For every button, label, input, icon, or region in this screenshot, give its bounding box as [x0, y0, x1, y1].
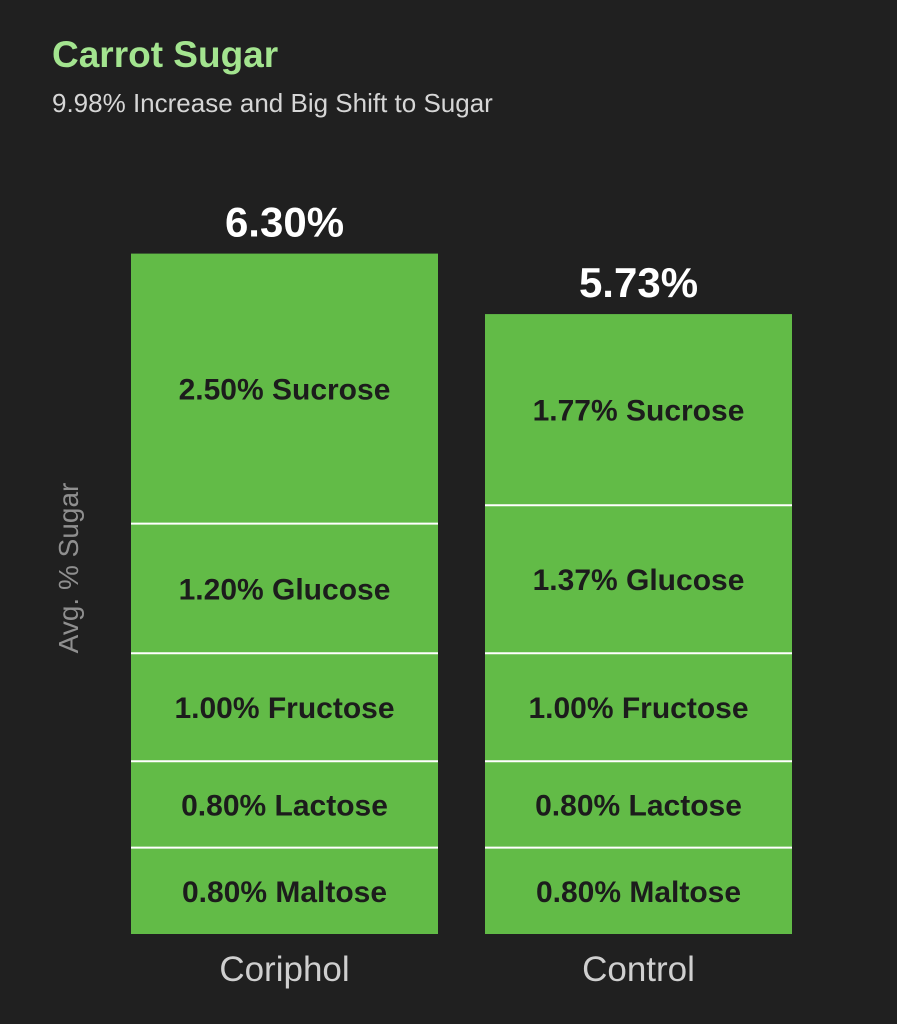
segment-label-coriphol-lactose: 0.80% Lactose [181, 789, 388, 822]
segment-label-control-lactose: 0.80% Lactose [535, 789, 742, 822]
total-label-coriphol: 6.30% [225, 199, 344, 246]
segment-label-coriphol-sucrose: 2.50% Sucrose [179, 374, 391, 407]
bar-segment-control-maltose [485, 847, 792, 934]
category-label-control: Control [582, 950, 695, 989]
bar-segment-coriphol-sucrose [131, 253, 438, 524]
segment-label-coriphol-glucose: 1.20% Glucose [179, 573, 391, 606]
bar-segment-coriphol-lactose [131, 761, 438, 848]
bar-segment-coriphol-maltose [131, 847, 438, 934]
bar-segment-coriphol-glucose [131, 523, 438, 654]
bar-segment-control-sucrose [485, 314, 792, 506]
segment-label-control-sucrose: 1.77% Sucrose [533, 395, 745, 428]
chart-title: Carrot Sugar [52, 34, 279, 75]
bar-segment-control-fructose [485, 653, 792, 762]
bar-segment-control-lactose [485, 761, 792, 848]
bar-segment-coriphol-fructose [131, 653, 438, 762]
segment-label-control-glucose: 1.37% Glucose [533, 564, 745, 597]
segment-label-control-fructose: 1.00% Fructose [528, 692, 748, 725]
total-label-control: 5.73% [579, 259, 698, 306]
segment-label-control-maltose: 0.80% Maltose [536, 876, 741, 909]
y-axis-label: Avg. % Sugar [53, 483, 84, 654]
segment-label-coriphol-fructose: 1.00% Fructose [174, 692, 394, 725]
segment-label-coriphol-maltose: 0.80% Maltose [182, 876, 387, 909]
category-label-coriphol: Coriphol [219, 950, 349, 989]
bar-segment-control-glucose [485, 505, 792, 654]
bars-group: 0.80% Maltose 0.80% Lactose 1.00% Fructose… [131, 199, 792, 989]
chart-subtitle: 9.98% Increase and Big Shift to Sugar [52, 88, 493, 118]
